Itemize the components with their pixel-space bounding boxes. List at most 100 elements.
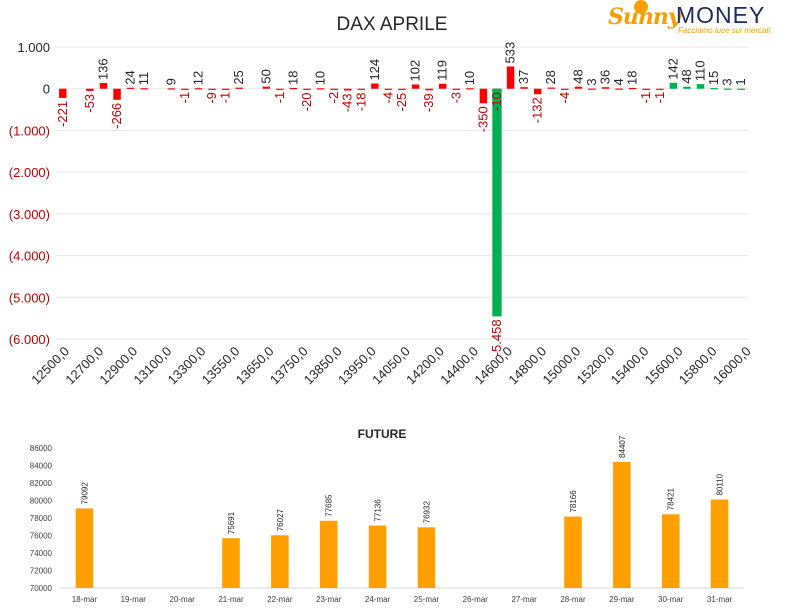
bar bbox=[683, 86, 691, 89]
bar bbox=[357, 88, 366, 90]
data-label: 142 bbox=[665, 58, 680, 80]
data-label: 136 bbox=[95, 58, 110, 80]
y-tick-label: 76000 bbox=[30, 532, 53, 541]
x-tick-label: 31-mar bbox=[707, 595, 733, 604]
data-label: 77685 bbox=[325, 494, 334, 517]
data-label: -350 bbox=[475, 106, 490, 132]
bar bbox=[126, 87, 135, 89]
y-tick-label: 78000 bbox=[30, 514, 53, 523]
bar bbox=[669, 82, 678, 89]
bar bbox=[276, 88, 284, 90]
bar bbox=[371, 83, 379, 89]
data-label: 80110 bbox=[716, 473, 725, 495]
y-tick-label: (1.000) bbox=[9, 123, 50, 138]
y-tick-label: 0 bbox=[43, 82, 50, 97]
bar bbox=[86, 88, 94, 91]
bar bbox=[492, 88, 502, 317]
x-tick-label: 29-mar bbox=[609, 595, 635, 604]
data-label: 76027 bbox=[276, 508, 285, 531]
bar bbox=[99, 83, 108, 89]
bar bbox=[181, 88, 189, 90]
x-tick-label: 20-mar bbox=[169, 595, 195, 604]
bar bbox=[398, 88, 406, 90]
data-label: -132 bbox=[530, 97, 545, 123]
data-label: -266 bbox=[109, 103, 124, 129]
bar bbox=[343, 88, 352, 91]
bar bbox=[59, 88, 67, 98]
x-tick-label: 28-mar bbox=[560, 595, 586, 604]
data-label: 10 bbox=[462, 71, 477, 85]
data-label: 15 bbox=[706, 71, 721, 85]
data-label: 84407 bbox=[618, 435, 627, 458]
bar bbox=[235, 87, 243, 89]
x-tick-label: 24-mar bbox=[365, 595, 391, 604]
y-tick-label: (4.000) bbox=[9, 249, 50, 264]
data-label: 25 bbox=[231, 70, 246, 84]
data-label: -221 bbox=[55, 101, 70, 127]
data-label: 48 bbox=[570, 69, 585, 83]
bar bbox=[479, 88, 488, 104]
bar bbox=[140, 88, 148, 90]
data-label: 50 bbox=[258, 69, 273, 83]
y-tick-label: 80000 bbox=[30, 497, 53, 506]
data-label: 18 bbox=[625, 70, 640, 84]
gridlines bbox=[56, 46, 748, 340]
x-tick-label: 26-mar bbox=[463, 595, 489, 604]
data-label: -20 bbox=[299, 93, 314, 112]
data-label: 102 bbox=[408, 60, 423, 82]
bar bbox=[303, 88, 311, 90]
x-axis: 18-mar 19-mar 20-mar 21-mar 22-mar 23-mar 24-m… bbox=[72, 595, 733, 604]
brand-money-text: MONEY bbox=[676, 2, 766, 28]
bar bbox=[368, 525, 387, 588]
bar bbox=[208, 88, 216, 90]
data-label: -1 bbox=[177, 92, 192, 104]
data-label: -18 bbox=[353, 92, 368, 111]
data-label: 533 bbox=[503, 42, 518, 64]
data-labels: 79092 75691 76027 77685 77136 76932 78166 84407… bbox=[80, 435, 724, 534]
data-label: -1 bbox=[272, 92, 287, 104]
bar bbox=[588, 88, 596, 90]
bar bbox=[417, 527, 436, 588]
data-label: 37 bbox=[516, 70, 531, 84]
data-label: -43 bbox=[340, 94, 355, 113]
data-label: -25 bbox=[394, 93, 409, 112]
data-label: 28 bbox=[543, 70, 558, 84]
bar bbox=[466, 88, 474, 90]
y-tick-label: (5.000) bbox=[9, 290, 50, 305]
brand-sunny-text: Sunny bbox=[608, 4, 681, 30]
y-tick-label: 74000 bbox=[30, 549, 53, 558]
y-tick-label: 84000 bbox=[30, 462, 53, 471]
bar bbox=[262, 86, 271, 89]
sun-icon bbox=[634, 0, 648, 14]
x-tick-label: 22-mar bbox=[267, 595, 293, 604]
bar bbox=[222, 538, 240, 588]
x-tick-label: 18-mar bbox=[72, 595, 98, 604]
bar bbox=[506, 66, 515, 89]
data-label: 78421 bbox=[667, 488, 676, 511]
bar bbox=[723, 88, 732, 90]
data-label: 24 bbox=[123, 70, 138, 84]
bar bbox=[601, 87, 610, 89]
data-label: 36 bbox=[598, 70, 613, 84]
bars bbox=[75, 461, 729, 588]
data-label: 1 bbox=[733, 78, 748, 85]
y-tick-label: (6.000) bbox=[9, 332, 50, 347]
data-label: 110 bbox=[693, 60, 708, 81]
bar bbox=[384, 88, 393, 90]
data-label: 119 bbox=[435, 60, 450, 81]
data-label: 4 bbox=[611, 78, 626, 85]
bar bbox=[628, 87, 637, 90]
bar bbox=[411, 84, 420, 89]
data-label: 76932 bbox=[422, 501, 431, 524]
y-tick-label: 82000 bbox=[30, 479, 53, 488]
bar bbox=[316, 88, 325, 90]
bar bbox=[696, 84, 705, 89]
bar bbox=[319, 520, 338, 588]
bar bbox=[425, 88, 433, 91]
bar bbox=[75, 508, 94, 588]
sunny-money-logo: Sunny MONEY Facciamo luce sui mercati bbox=[606, 0, 782, 40]
data-label: 124 bbox=[367, 59, 382, 81]
bar bbox=[613, 461, 631, 588]
data-label-big: -5.458 bbox=[489, 319, 504, 356]
